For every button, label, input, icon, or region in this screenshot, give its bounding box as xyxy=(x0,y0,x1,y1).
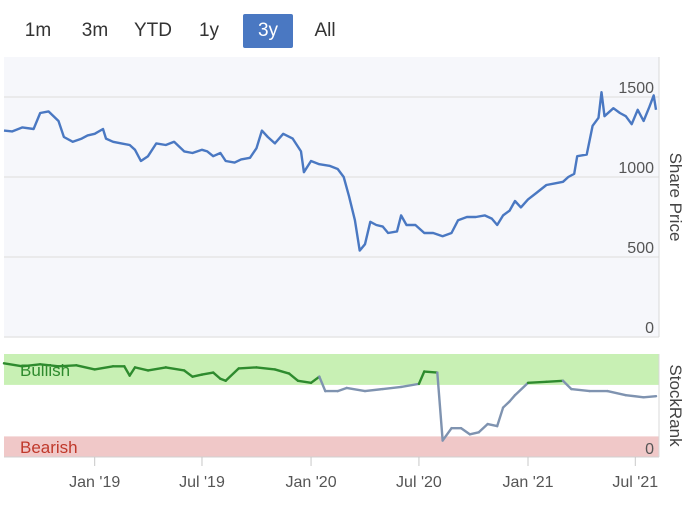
stockrank-line-segment xyxy=(93,365,115,371)
x-axis: Jan '19 Jul '19 Jan '20 Jul '20 Jan '21 Jul '… xyxy=(69,457,658,491)
stockrank-line-segment xyxy=(477,422,489,434)
stockrank-line-segment xyxy=(561,379,573,391)
stockrank-line-segment xyxy=(508,394,517,403)
stockrank-line-segment xyxy=(345,386,367,393)
stockrank-line-segment xyxy=(423,370,439,374)
stockrank-line-segment xyxy=(75,364,96,371)
range-button-3y[interactable]: 3y xyxy=(243,14,293,48)
stockrank-line-segment xyxy=(212,371,222,380)
stockrank-line-segment xyxy=(224,367,240,382)
stockrank-line-segment xyxy=(2,362,24,368)
stockrank-line-segment xyxy=(191,373,204,378)
share-price-panel: 0 500 1000 1500 Share Price xyxy=(3,57,685,338)
stockrank-axis-title: StockRank xyxy=(666,364,685,447)
x-tick-label: Jul '21 xyxy=(612,474,658,491)
stockrank-line-segment xyxy=(123,365,131,377)
range-button-all[interactable]: All xyxy=(314,20,336,41)
stockrank-line-segment xyxy=(624,394,645,399)
stockrank-line-segment xyxy=(381,385,403,391)
x-tick-label: Jan '21 xyxy=(502,474,553,491)
stockrank-line-segment xyxy=(436,371,444,442)
stockrank-line-segment xyxy=(38,363,60,368)
stockrank-line-segment xyxy=(513,381,530,397)
stockrank-line-segment xyxy=(459,426,472,436)
share-price-line xyxy=(3,91,658,252)
price-tick-label: 500 xyxy=(627,240,654,257)
stockrank-line-segment xyxy=(441,426,453,442)
stockrank-line-segment xyxy=(318,375,327,393)
price-tick-label: 1500 xyxy=(618,80,654,97)
bearish-label: Bearish xyxy=(20,438,78,457)
stockrank-line-segment xyxy=(526,380,548,385)
stockrank-line-segment xyxy=(606,389,628,397)
x-tick-label: Jul '19 xyxy=(179,474,225,491)
stockrank-line-segment xyxy=(128,366,137,377)
bullish-zone xyxy=(4,354,659,385)
stockrank-line-segment xyxy=(486,422,499,428)
price-plot-background xyxy=(4,57,659,337)
range-button-1m[interactable]: 1m xyxy=(24,20,52,41)
stockrank-line-segment xyxy=(21,363,42,368)
stockrank-line-segment xyxy=(57,364,78,368)
x-tick-label: Jan '19 xyxy=(69,474,120,491)
stockrank-line-segment xyxy=(146,366,168,372)
rank-tick-label: 0 xyxy=(645,441,654,458)
stockrank-line-segment xyxy=(182,369,194,378)
range-selector: 1m 3m YTD 1y 3y All xyxy=(0,14,699,48)
stockrank-line-segment xyxy=(642,395,658,399)
range-button-1y[interactable]: 1y xyxy=(198,20,220,41)
stockrank-line-segment xyxy=(399,382,421,389)
stockrank-line-segment xyxy=(417,370,426,386)
stockrank-line-segment xyxy=(164,366,186,372)
bearish-zone xyxy=(4,436,659,457)
stockrank-line-segment xyxy=(133,366,150,372)
x-tick-label: Jan '20 xyxy=(286,474,337,491)
stockrank-line-segment xyxy=(309,375,321,385)
stockrank-line-segment xyxy=(363,387,384,393)
stockrank-line-segment xyxy=(273,368,291,375)
stockrank-line-segment xyxy=(501,400,511,409)
price-tick-label: 1000 xyxy=(618,160,654,177)
stockrank-line-segment xyxy=(545,379,565,384)
stockrank-line-segment xyxy=(237,366,258,370)
price-tick-label: 0 xyxy=(645,320,654,337)
stockrank-line-segment xyxy=(570,387,591,393)
share-price-axis-title: Share Price xyxy=(666,153,685,242)
range-button-ytd[interactable]: YTD xyxy=(134,20,172,41)
stockrank-line-segment xyxy=(336,386,348,393)
stockrank-line-segment xyxy=(200,371,215,376)
stockrank-line-segment xyxy=(296,379,313,385)
stockrank-line-segment xyxy=(287,372,300,382)
x-tick-label: Jul '20 xyxy=(396,474,442,491)
range-button-3m[interactable]: 3m xyxy=(81,20,109,41)
stockrank-line-segment xyxy=(495,406,505,428)
stockrank-line-segment xyxy=(468,431,481,436)
stockrank-line-segment xyxy=(255,366,277,371)
